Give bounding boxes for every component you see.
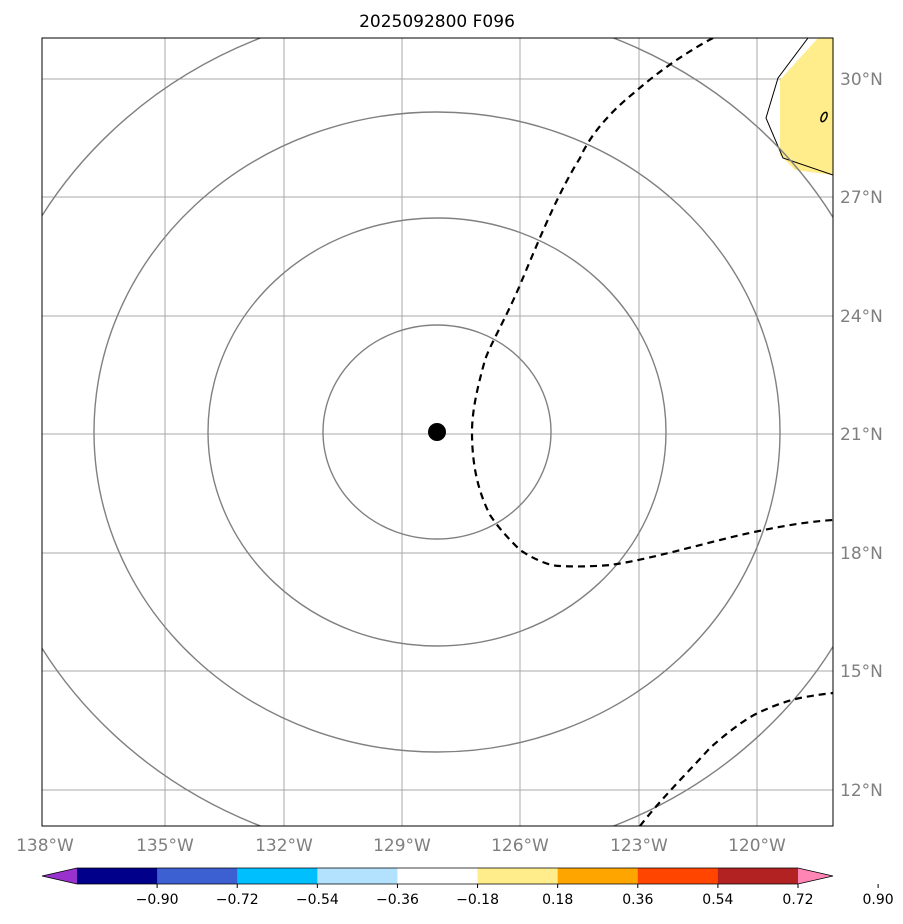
colorbar-tick-label: 0.18 (542, 892, 573, 908)
colorbar-segment (317, 868, 398, 884)
lon-label-126w: 126°W (491, 836, 549, 856)
lat-label-24n: 24°N (840, 307, 883, 327)
lon-label-135w: 135°W (136, 836, 194, 856)
storm-center-marker (428, 423, 446, 441)
lon-label-132w: 132°W (255, 836, 313, 856)
colorbar-tick-label: 0.72 (782, 892, 813, 908)
dashed-contour-main (470, 38, 833, 568)
lon-label-123w: 123°W (610, 836, 668, 856)
colorbar-tick-label: 0.54 (702, 892, 733, 908)
colorbar-tick-label: −0.72 (216, 892, 259, 908)
lat-label-27n: 27°N (840, 188, 883, 208)
colorbar-extend-high (798, 868, 833, 884)
colorbar-tick-label: −0.54 (296, 892, 339, 908)
map-frame (41, 37, 834, 827)
lon-label-138w: 138°W (16, 836, 74, 856)
colorbar: −0.90 −0.72 −0.54 −0.36 −0.18 0.18 0.36 0.54 0.7… (41, 867, 894, 908)
colorbar-tick-label: −0.90 (136, 892, 179, 908)
ring-2 (207, 217, 667, 647)
ring-3 (93, 111, 781, 753)
colorbar-segment (77, 868, 158, 884)
coastline (765, 38, 833, 176)
lat-label-15n: 15°N (840, 662, 883, 682)
longitude-labels: 138°W 135°W 132°W 129°W 126°W 123°W 120°… (16, 836, 786, 856)
distance-rings (42, 38, 833, 826)
colorbar-segment (717, 868, 799, 884)
colorbar-tick-label: 0.36 (622, 892, 653, 908)
colorbar-segment (477, 868, 559, 884)
colorbar-tick-label: −0.36 (376, 892, 419, 908)
lat-label-12n: 12°N (840, 781, 883, 801)
lat-label-18n: 18°N (840, 544, 883, 564)
lon-label-120w: 120°W (728, 836, 786, 856)
colorbar-segment (557, 868, 639, 884)
ring-1 (322, 324, 552, 540)
graticule (42, 38, 833, 826)
colorbar-segment (397, 868, 479, 884)
lat-label-21n: 21°N (840, 425, 883, 445)
lat-label-30n: 30°N (840, 70, 883, 90)
colorbar-segment (637, 868, 719, 884)
plot-title: 2025092800 F096 (359, 12, 515, 32)
latitude-labels: 30°N 27°N 24°N 21°N 18°N 15°N 12°N (840, 70, 883, 801)
land-area (780, 38, 833, 175)
colorbar-segment (157, 868, 238, 884)
dashed-contours (470, 38, 833, 826)
colorbar-tick-label: 0.90 (863, 892, 894, 908)
lon-label-129w: 129°W (373, 836, 431, 856)
colorbar-extend-low (42, 868, 77, 884)
colorbar-segment (237, 868, 318, 884)
dashed-contour-south (639, 691, 833, 826)
colorbar-tick-label: −0.18 (456, 892, 499, 908)
map-area (42, 38, 833, 826)
small-contour-island (820, 111, 828, 123)
colorbar-outline (41, 867, 834, 885)
